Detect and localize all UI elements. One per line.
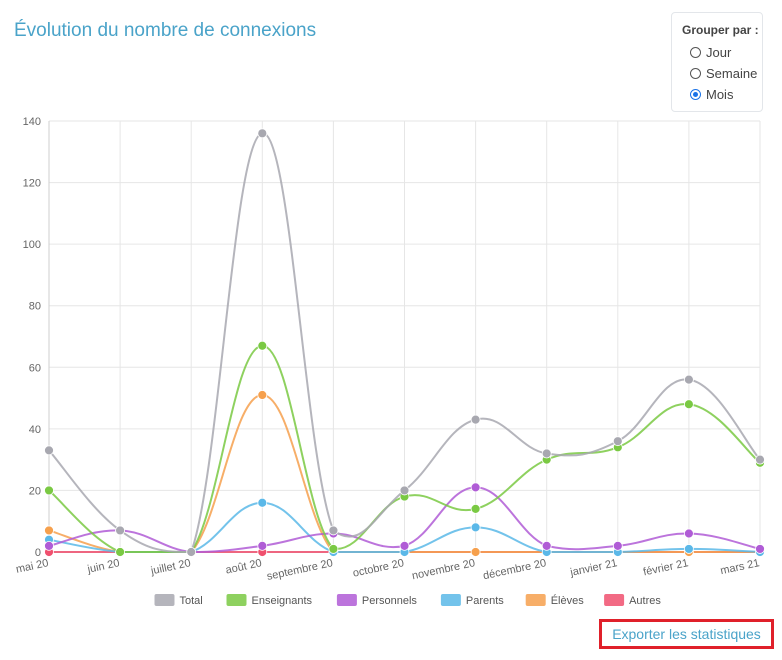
data-point-personnels	[257, 540, 268, 551]
data-point-total	[44, 445, 54, 456]
export-statistics-label: Exporter les statistiques	[612, 626, 761, 642]
y-tick-label: 60	[29, 362, 41, 374]
data-point-parents	[257, 497, 268, 508]
data-point-personnels	[399, 540, 410, 551]
page-title: Évolution du nombre de connexions	[14, 20, 317, 41]
x-tick-label: novembre 20	[411, 557, 476, 582]
radio-label-mois: Mois	[706, 87, 734, 102]
legend-label: Élèves	[551, 594, 585, 607]
x-tick-label: octobre 20	[352, 557, 405, 580]
x-tick-label: décembre 20	[482, 557, 547, 582]
x-tick-label: mars 21	[719, 557, 760, 577]
data-point-eleves	[257, 390, 268, 400]
data-point-personnels	[612, 540, 623, 551]
group-by-panel: Grouper par : Jour Semaine Mois	[671, 12, 763, 112]
data-point-enseignants	[44, 485, 54, 496]
legend-swatch	[604, 594, 625, 606]
legend-label: Personnels	[362, 595, 418, 607]
data-point-total	[186, 547, 197, 557]
legend-label: Enseignants	[252, 595, 313, 607]
data-point-total	[470, 414, 481, 425]
data-point-total	[755, 454, 765, 465]
radio-button-semaine[interactable]	[690, 68, 701, 79]
legend-swatch	[440, 594, 461, 606]
data-point-parents	[684, 544, 694, 554]
y-tick-label: 140	[23, 116, 41, 128]
x-tick-label: juin 20	[86, 557, 121, 576]
y-tick-label: 120	[23, 178, 41, 190]
y-tick-label: 100	[23, 239, 41, 251]
data-point-total	[541, 448, 552, 459]
legend-swatch	[336, 594, 357, 606]
legend-label: Autres	[629, 595, 661, 607]
radio-option-mois[interactable]: Mois	[682, 84, 762, 105]
x-tick-label: janvier 21	[568, 557, 618, 579]
data-point-enseignants	[328, 544, 339, 554]
data-point-total	[399, 485, 410, 496]
y-tick-label: 0	[35, 547, 41, 559]
data-point-eleves	[470, 547, 481, 557]
data-point-personnels	[755, 544, 765, 554]
radio-label-jour: Jour	[706, 45, 732, 60]
data-point-total	[328, 525, 339, 536]
export-statistics-button[interactable]: Exporter les statistiques	[599, 619, 774, 649]
data-point-personnels	[541, 540, 552, 551]
data-point-enseignants	[257, 340, 268, 351]
radio-option-jour[interactable]: Jour	[682, 42, 762, 63]
data-point-personnels	[684, 528, 694, 539]
x-tick-label: février 21	[642, 557, 689, 578]
radio-button-jour[interactable]	[690, 47, 701, 58]
y-tick-label: 40	[29, 424, 41, 436]
y-tick-label: 80	[29, 301, 41, 313]
x-tick-label: septembre 20	[266, 557, 334, 583]
data-point-enseignants	[684, 399, 694, 410]
legend-label: Total	[180, 595, 203, 607]
data-point-enseignants	[470, 503, 481, 514]
data-point-total	[684, 374, 694, 385]
data-point-personnels	[470, 482, 481, 493]
x-tick-label: mai 20	[15, 557, 50, 576]
y-tick-label: 20	[29, 485, 41, 497]
group-by-label: Grouper par :	[682, 23, 759, 37]
x-tick-label: juillet 20	[149, 557, 192, 577]
radio-button-mois[interactable]	[690, 89, 701, 100]
data-point-total	[257, 128, 268, 139]
data-point-total	[115, 525, 125, 536]
x-tick-label: août 20	[225, 557, 263, 576]
legend-swatch	[226, 594, 247, 606]
data-point-eleves	[44, 525, 54, 536]
connections-line-chart: 0 20 40 60 80 100 120 140 mai 20 juin 20 juillet 2…	[15, 116, 765, 607]
data-point-personnels	[44, 540, 54, 551]
data-point-total	[612, 436, 623, 447]
radio-label-semaine: Semaine	[706, 66, 758, 81]
data-point-enseignants	[115, 547, 125, 557]
legend-label: Parents	[466, 595, 504, 607]
data-point-parents	[470, 522, 481, 533]
radio-option-semaine[interactable]: Semaine	[682, 63, 762, 84]
legend-swatch	[525, 594, 546, 606]
legend-swatch	[154, 594, 175, 606]
series-line-personnels	[48, 486, 761, 554]
